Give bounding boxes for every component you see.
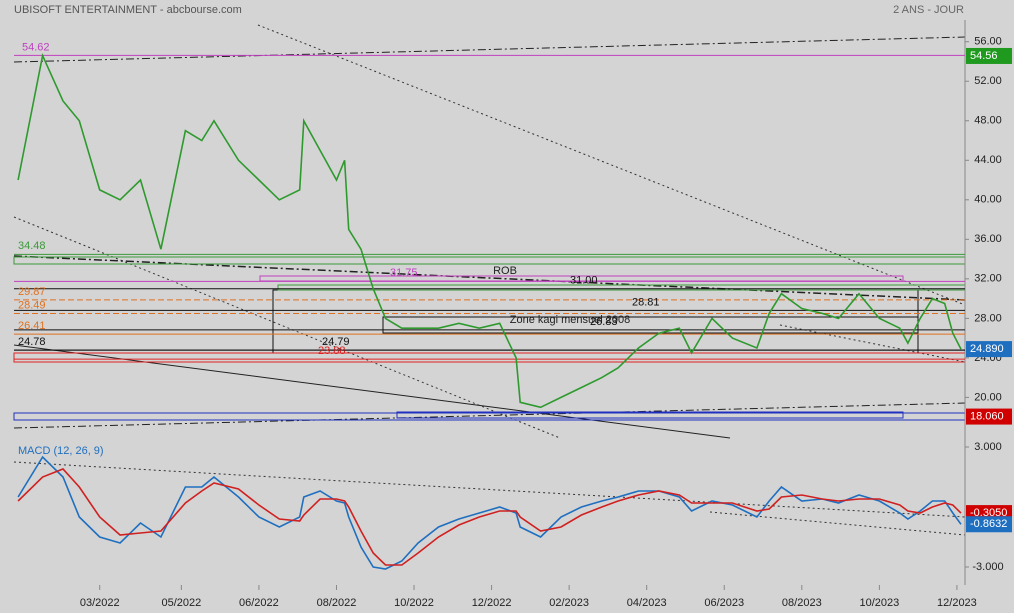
x-tick-label: 12/2022 <box>472 597 512 609</box>
value-badge-label: 24.890 <box>970 343 1004 355</box>
x-tick-label: 12/2023 <box>937 597 977 609</box>
x-tick-label: 08/2023 <box>782 597 822 609</box>
x-tick-label: 08/2022 <box>317 597 357 609</box>
y-tick-label: 32.00 <box>974 273 1002 285</box>
y-tick-label: 3.000 <box>974 441 1002 453</box>
value-badge-label: -0.8632 <box>970 518 1007 530</box>
annotation-text: Zone kagi mensuel 2008 <box>510 314 630 326</box>
x-tick-label: 02/2023 <box>549 597 589 609</box>
zone-box <box>396 411 904 419</box>
value-badge <box>966 341 1012 358</box>
zone-box <box>382 316 919 334</box>
series-line <box>17 455 962 570</box>
trend-line <box>13 461 966 518</box>
chart-title: UBISOFT ENTERTAINMENT - abcbourse.com <box>14 4 242 16</box>
trend-line <box>779 324 966 363</box>
y-tick-label: -3.000 <box>972 561 1003 573</box>
trend-line <box>13 344 731 439</box>
y-tick-label: 52.00 <box>974 75 1002 87</box>
trend-line <box>13 36 966 63</box>
chart-subtitle: 2 ANS - JOUR <box>893 4 964 16</box>
y-tick-label: 20.00 <box>974 391 1002 403</box>
series-line <box>17 52 962 409</box>
value-badge <box>966 47 1012 64</box>
macd-title: MACD (12, 26, 9) <box>18 445 104 457</box>
level-label: 31.00 <box>570 275 598 287</box>
y-tick-label: 36.00 <box>974 233 1002 245</box>
y-tick-label: 56.00 <box>974 36 1002 48</box>
trend-line <box>13 402 966 429</box>
value-badge <box>966 516 1012 533</box>
annotation-text: ROB <box>493 265 517 277</box>
trend-line <box>13 255 966 301</box>
level-label: 28.49 <box>18 299 46 311</box>
level-label: 28.81 <box>632 296 660 308</box>
level-label: 26.41 <box>18 320 46 332</box>
drawings <box>13 20 966 585</box>
x-tick-label: 10/2022 <box>394 597 434 609</box>
y-tick-label: 28.00 <box>974 312 1002 324</box>
trend-line <box>257 24 966 306</box>
value-badge-label: -0.3050 <box>970 507 1007 519</box>
x-tick-label: 06/2022 <box>239 597 279 609</box>
level-label: 31.75 <box>390 267 418 279</box>
value-badge-label: 18.060 <box>970 410 1004 422</box>
level-label: 26.83 <box>590 316 618 328</box>
y-tick-label: 40.00 <box>974 194 1002 206</box>
series-line <box>17 468 962 566</box>
level-label: 34.48 <box>18 240 46 252</box>
level-label: 29.87 <box>18 286 46 298</box>
x-tick-label: 06/2023 <box>704 597 744 609</box>
x-tick-label: 10/2023 <box>859 597 899 609</box>
trend-line <box>13 216 561 439</box>
level-label: 23.88 <box>318 345 346 357</box>
value-badge <box>966 408 1012 425</box>
y-tick-label: 44.00 <box>974 154 1002 166</box>
value-badge-label: 54.56 <box>970 50 998 62</box>
x-tick-label: 03/2022 <box>80 597 120 609</box>
y-tick-label: 48.00 <box>974 115 1002 127</box>
level-label: 54.62 <box>22 41 50 53</box>
x-tick-label: 04/2023 <box>627 597 667 609</box>
x-tick-label: 05/2022 <box>161 597 201 609</box>
level-label: 24.79 <box>322 336 350 348</box>
level-label: 24.78 <box>18 336 46 348</box>
